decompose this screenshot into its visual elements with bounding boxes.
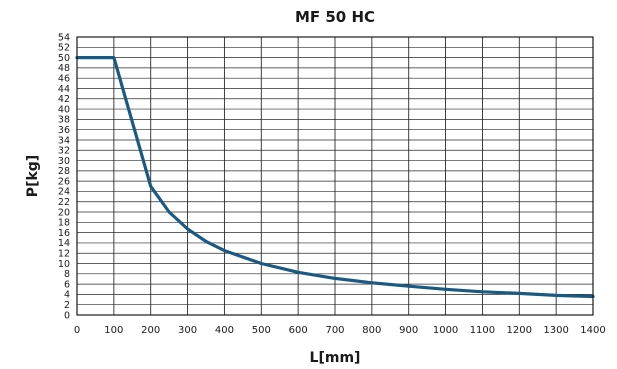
grid: [77, 37, 593, 315]
y-tick-label: 6: [64, 279, 70, 290]
chart-title: MF 50 HC: [295, 8, 375, 26]
x-tick-label: 1100: [470, 325, 495, 336]
x-tick-label: 900: [399, 325, 418, 336]
y-tick-label: 12: [58, 249, 70, 260]
y-tick-label: 46: [58, 73, 70, 84]
x-tick-label: 200: [141, 325, 160, 336]
series-line: [75, 56, 595, 299]
y-tick-label: 16: [58, 228, 70, 239]
x-tick-label: 1400: [580, 325, 605, 336]
x-tick-label: 800: [362, 325, 381, 336]
x-tick-label: 1200: [507, 325, 532, 336]
x-tick-label: 300: [178, 325, 197, 336]
y-tick-label: 50: [58, 53, 70, 64]
x-tick-label: 1300: [543, 325, 568, 336]
plot-frame: [76, 36, 594, 316]
y-tick-label: 32: [58, 146, 70, 157]
x-axis-label: L[mm]: [310, 350, 361, 366]
y-tick-label: 24: [58, 187, 70, 198]
y-tick-label: 34: [58, 135, 70, 146]
series-layer: [75, 56, 595, 299]
x-tick-label: 0: [74, 325, 80, 336]
x-tick-label: 400: [215, 325, 234, 336]
y-tick-label: 8: [64, 269, 70, 280]
y-tick-label: 36: [58, 125, 70, 136]
y-tick-label: 2: [64, 300, 70, 311]
y-tick-label: 40: [58, 104, 70, 115]
y-tick-label: 54: [58, 32, 70, 43]
y-tick-label: 44: [58, 84, 70, 95]
y-tick-label: 38: [58, 115, 70, 126]
y-tick-label: 14: [58, 238, 70, 249]
x-tick-label: 600: [289, 325, 308, 336]
x-tick-label: 1000: [433, 325, 458, 336]
y-tick-label: 28: [58, 166, 70, 177]
y-tick-label: 4: [64, 290, 70, 301]
x-tick-label: 100: [104, 325, 123, 336]
y-tick-label: 48: [58, 63, 70, 74]
y-tick-label: 26: [58, 176, 70, 187]
y-tick-label: 22: [58, 197, 70, 208]
tick-labels: 0246810121416182022242628303234363840424…: [58, 32, 606, 336]
x-tick-label: 500: [252, 325, 271, 336]
y-tick-label: 20: [58, 207, 70, 218]
y-tick-label: 10: [58, 259, 70, 270]
y-tick-label: 18: [58, 218, 70, 229]
y-tick-label: 52: [58, 43, 70, 54]
y-tick-label: 42: [58, 94, 70, 105]
y-tick-label: 0: [64, 310, 70, 321]
y-axis-label: P[kg]: [25, 155, 41, 197]
y-tick-label: 30: [58, 156, 70, 167]
x-tick-label: 700: [325, 325, 344, 336]
